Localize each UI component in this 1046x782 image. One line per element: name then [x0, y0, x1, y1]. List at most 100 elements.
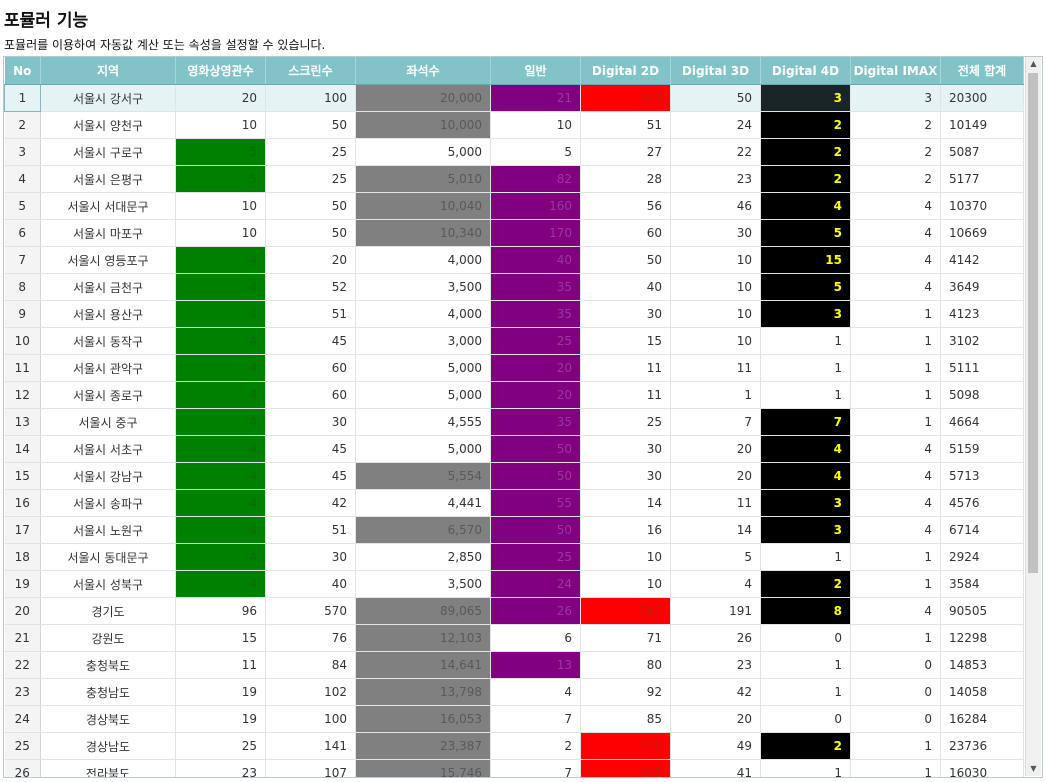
cell-theaters[interactable]: 10: [175, 111, 266, 139]
table-row[interactable]: 13 서울시 중구 4 30 4,555 35 25 7 7 1 4664: [4, 408, 1024, 436]
cell-screens[interactable]: 45: [265, 435, 356, 463]
cell-digital-3d[interactable]: 14: [670, 516, 761, 544]
cell-seats[interactable]: 12,103: [355, 624, 491, 652]
cell-digital-4d[interactable]: 5: [760, 219, 851, 247]
cell-no[interactable]: 22: [4, 651, 41, 679]
cell-theaters[interactable]: 4: [175, 408, 266, 436]
cell-digital-imax[interactable]: 1: [850, 300, 941, 328]
cell-digital-3d[interactable]: 191: [670, 597, 761, 625]
cell-total[interactable]: 4142: [940, 246, 1024, 274]
cell-region[interactable]: 서울시 노원구: [40, 516, 176, 544]
cell-seats[interactable]: 3,000: [355, 327, 491, 355]
cell-screens[interactable]: 30: [265, 408, 356, 436]
cell-total[interactable]: 12298: [940, 624, 1024, 652]
cell-theaters[interactable]: 15: [175, 624, 266, 652]
cell-digital-4d[interactable]: 1: [760, 759, 851, 777]
cell-digital-imax[interactable]: 1: [850, 354, 941, 382]
table-row[interactable]: 16 서울시 송파구 4 42 4,441 55 14 11 3 4 4576: [4, 489, 1024, 517]
cell-region[interactable]: 서울시 영등포구: [40, 246, 176, 274]
cell-total[interactable]: 6714: [940, 516, 1024, 544]
cell-total[interactable]: 20300: [940, 84, 1024, 112]
cell-general[interactable]: 50: [490, 435, 581, 463]
cell-no[interactable]: 26: [4, 759, 41, 777]
cell-digital-4d[interactable]: 3: [760, 84, 851, 112]
cell-digital-4d[interactable]: 8: [760, 597, 851, 625]
cell-region[interactable]: 강원도: [40, 624, 176, 652]
table-row[interactable]: 8 서울시 금천구 4 52 3,500 35 40 10 5 4 3649: [4, 273, 1024, 301]
cell-digital-2d[interactable]: 545: [580, 597, 671, 625]
column-header-seats[interactable]: 좌석수: [355, 57, 491, 85]
cell-digital-imax[interactable]: 1: [850, 732, 941, 760]
cell-digital-4d[interactable]: 0: [760, 705, 851, 733]
table-row[interactable]: 6 서울시 마포구 10 50 10,340 170 60 30 5 4 10669: [4, 219, 1024, 247]
cell-digital-4d[interactable]: 3: [760, 516, 851, 544]
cell-digital-3d[interactable]: 10: [670, 300, 761, 328]
cell-general[interactable]: 50: [490, 462, 581, 490]
column-header-no[interactable]: No: [4, 57, 41, 85]
cell-screens[interactable]: 107: [265, 759, 356, 777]
cell-digital-3d[interactable]: 11: [670, 354, 761, 382]
column-header-digital-2d[interactable]: Digital 2D: [580, 57, 671, 85]
cell-theaters[interactable]: 4: [175, 489, 266, 517]
cell-region[interactable]: 경상북도: [40, 705, 176, 733]
cell-digital-2d[interactable]: 27: [580, 138, 671, 166]
cell-seats[interactable]: 10,000: [355, 111, 491, 139]
cell-digital-2d[interactable]: 15: [580, 327, 671, 355]
cell-seats[interactable]: 5,000: [355, 354, 491, 382]
cell-digital-imax[interactable]: 4: [850, 516, 941, 544]
cell-no[interactable]: 12: [4, 381, 41, 409]
cell-region[interactable]: 서울시 은평구: [40, 165, 176, 193]
cell-general[interactable]: 35: [490, 408, 581, 436]
cell-no[interactable]: 21: [4, 624, 41, 652]
cell-screens[interactable]: 100: [265, 84, 356, 112]
cell-general[interactable]: 7: [490, 705, 581, 733]
cell-no[interactable]: 14: [4, 435, 41, 463]
table-row[interactable]: 10 서울시 동작구 4 45 3,000 25 15 10 1 1 3102: [4, 327, 1024, 355]
cell-digital-2d[interactable]: 10: [580, 543, 671, 571]
cell-digital-2d[interactable]: 103: [580, 84, 671, 112]
cell-screens[interactable]: 50: [265, 111, 356, 139]
cell-theaters[interactable]: 4: [175, 246, 266, 274]
cell-digital-imax[interactable]: 2: [850, 111, 941, 139]
cell-screens[interactable]: 52: [265, 273, 356, 301]
cell-digital-4d[interactable]: 2: [760, 732, 851, 760]
cell-theaters[interactable]: 4: [175, 300, 266, 328]
cell-total[interactable]: 10149: [940, 111, 1024, 139]
cell-digital-4d[interactable]: 1: [760, 543, 851, 571]
cell-digital-3d[interactable]: 20: [670, 462, 761, 490]
cell-digital-4d[interactable]: 7: [760, 408, 851, 436]
cell-digital-imax[interactable]: 4: [850, 246, 941, 274]
cell-region[interactable]: 충청북도: [40, 651, 176, 679]
cell-screens[interactable]: 25: [265, 138, 356, 166]
cell-digital-4d[interactable]: 3: [760, 300, 851, 328]
cell-digital-3d[interactable]: 20: [670, 435, 761, 463]
cell-no[interactable]: 24: [4, 705, 41, 733]
table-row[interactable]: 11 서울시 관악구 4 60 5,000 20 11 11 1 1 5111: [4, 354, 1024, 382]
cell-seats[interactable]: 3,500: [355, 570, 491, 598]
cell-no[interactable]: 1: [4, 84, 41, 112]
cell-no[interactable]: 7: [4, 246, 41, 274]
cell-general[interactable]: 6: [490, 624, 581, 652]
cell-digital-imax[interactable]: 4: [850, 435, 941, 463]
cell-digital-2d[interactable]: 50: [580, 246, 671, 274]
table-row[interactable]: 4 서울시 은평구 5 25 5,010 82 28 23 2 2 5177: [4, 165, 1024, 193]
cell-screens[interactable]: 570: [265, 597, 356, 625]
cell-screens[interactable]: 20: [265, 246, 356, 274]
cell-no[interactable]: 13: [4, 408, 41, 436]
table-row[interactable]: 12 서울시 종로구 4 60 5,000 20 11 1 1 1 5098: [4, 381, 1024, 409]
cell-digital-3d[interactable]: 42: [670, 678, 761, 706]
cell-digital-3d[interactable]: 50: [670, 84, 761, 112]
cell-screens[interactable]: 45: [265, 462, 356, 490]
scroll-thumb[interactable]: [1028, 73, 1038, 573]
cell-digital-imax[interactable]: 0: [850, 651, 941, 679]
cell-seats[interactable]: 5,010: [355, 165, 491, 193]
cell-total[interactable]: 5087: [940, 138, 1024, 166]
cell-no[interactable]: 20: [4, 597, 41, 625]
table-row[interactable]: 7 서울시 영등포구 4 20 4,000 40 50 10 15 4 4142: [4, 246, 1024, 274]
cell-region[interactable]: 서울시 강남구: [40, 462, 176, 490]
cell-region[interactable]: 서울시 동대문구: [40, 543, 176, 571]
cell-theaters[interactable]: 4: [175, 543, 266, 571]
cell-total[interactable]: 3649: [940, 273, 1024, 301]
cell-general[interactable]: 25: [490, 543, 581, 571]
column-header-screens[interactable]: 스크린수: [265, 57, 356, 85]
